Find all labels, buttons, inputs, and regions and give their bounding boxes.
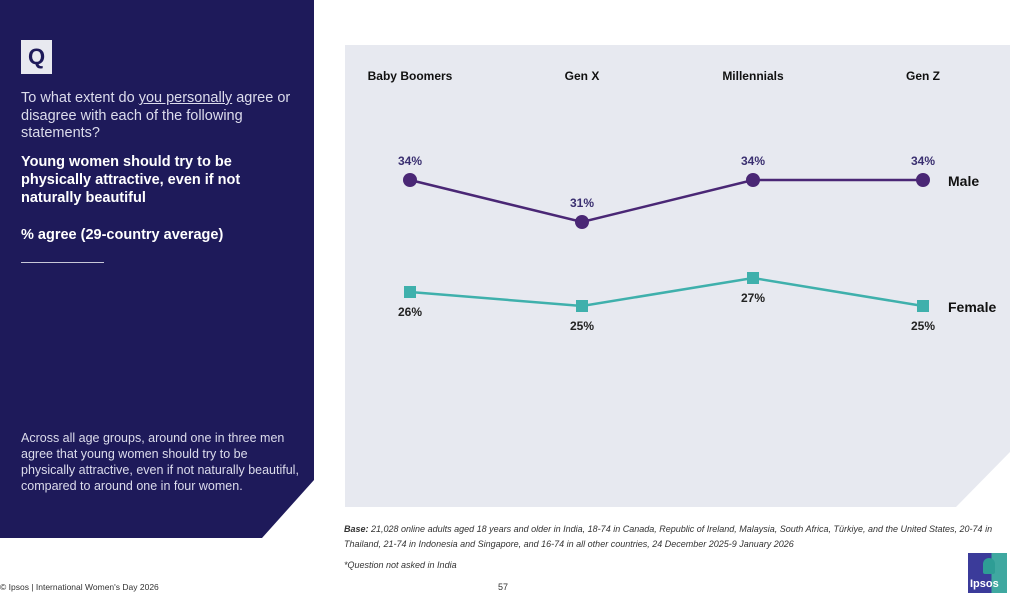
data-label: 27% <box>741 291 765 305</box>
base-label: Base: <box>344 524 369 534</box>
question-text: To what extent do you personally agree o… <box>21 90 301 143</box>
data-point <box>575 215 589 229</box>
footnote: *Question not asked in India <box>344 560 457 570</box>
data-label: 34% <box>741 154 765 168</box>
logo-text: Ipsos <box>970 578 999 590</box>
data-point <box>404 286 416 298</box>
data-point <box>403 173 417 187</box>
data-point <box>917 300 929 312</box>
question-panel: Q To what extent do you personally agree… <box>0 0 314 538</box>
question-icon: Q <box>21 40 52 74</box>
category-label: Gen X <box>565 69 600 83</box>
summary-text: Across all age groups, around one in thr… <box>21 431 299 493</box>
ipsos-logo: Ipsos <box>968 553 1007 593</box>
question-text-end: agree or disagree with each of the follo… <box>21 90 291 141</box>
data-label: 34% <box>911 154 935 168</box>
divider <box>21 262 104 263</box>
base-text: 21,028 online adults aged 18 years and o… <box>344 524 993 549</box>
question-emphasis: you personally <box>138 90 233 106</box>
data-label: 34% <box>398 154 422 168</box>
category-label: Millennials <box>722 69 784 83</box>
series-label-male: Male <box>948 173 979 189</box>
data-point <box>746 173 760 187</box>
copyright: © Ipsos | International Women's Day 2026 <box>0 582 159 592</box>
data-point <box>916 173 930 187</box>
chart-background <box>345 45 1010 507</box>
category-label: Baby Boomers <box>368 69 453 83</box>
data-point <box>576 300 588 312</box>
series-line-male <box>409 178 923 224</box>
data-label: 25% <box>911 319 935 333</box>
data-label: 26% <box>398 305 422 319</box>
data-point <box>747 272 759 284</box>
metric-label: % agree (29-country average) <box>21 227 224 243</box>
question-text-start: To what extent do <box>21 90 139 106</box>
series-label-female: Female <box>948 299 996 315</box>
logo-head-icon <box>983 558 995 574</box>
data-label: 31% <box>570 196 594 210</box>
statement: Young women should try to be physically … <box>21 154 241 206</box>
base-note: Base: 21,028 online adults aged 18 years… <box>344 522 1014 552</box>
category-label: Gen Z <box>906 69 940 83</box>
page-number: 57 <box>498 582 509 592</box>
series-line-female <box>409 276 924 308</box>
data-label: 25% <box>570 319 594 333</box>
